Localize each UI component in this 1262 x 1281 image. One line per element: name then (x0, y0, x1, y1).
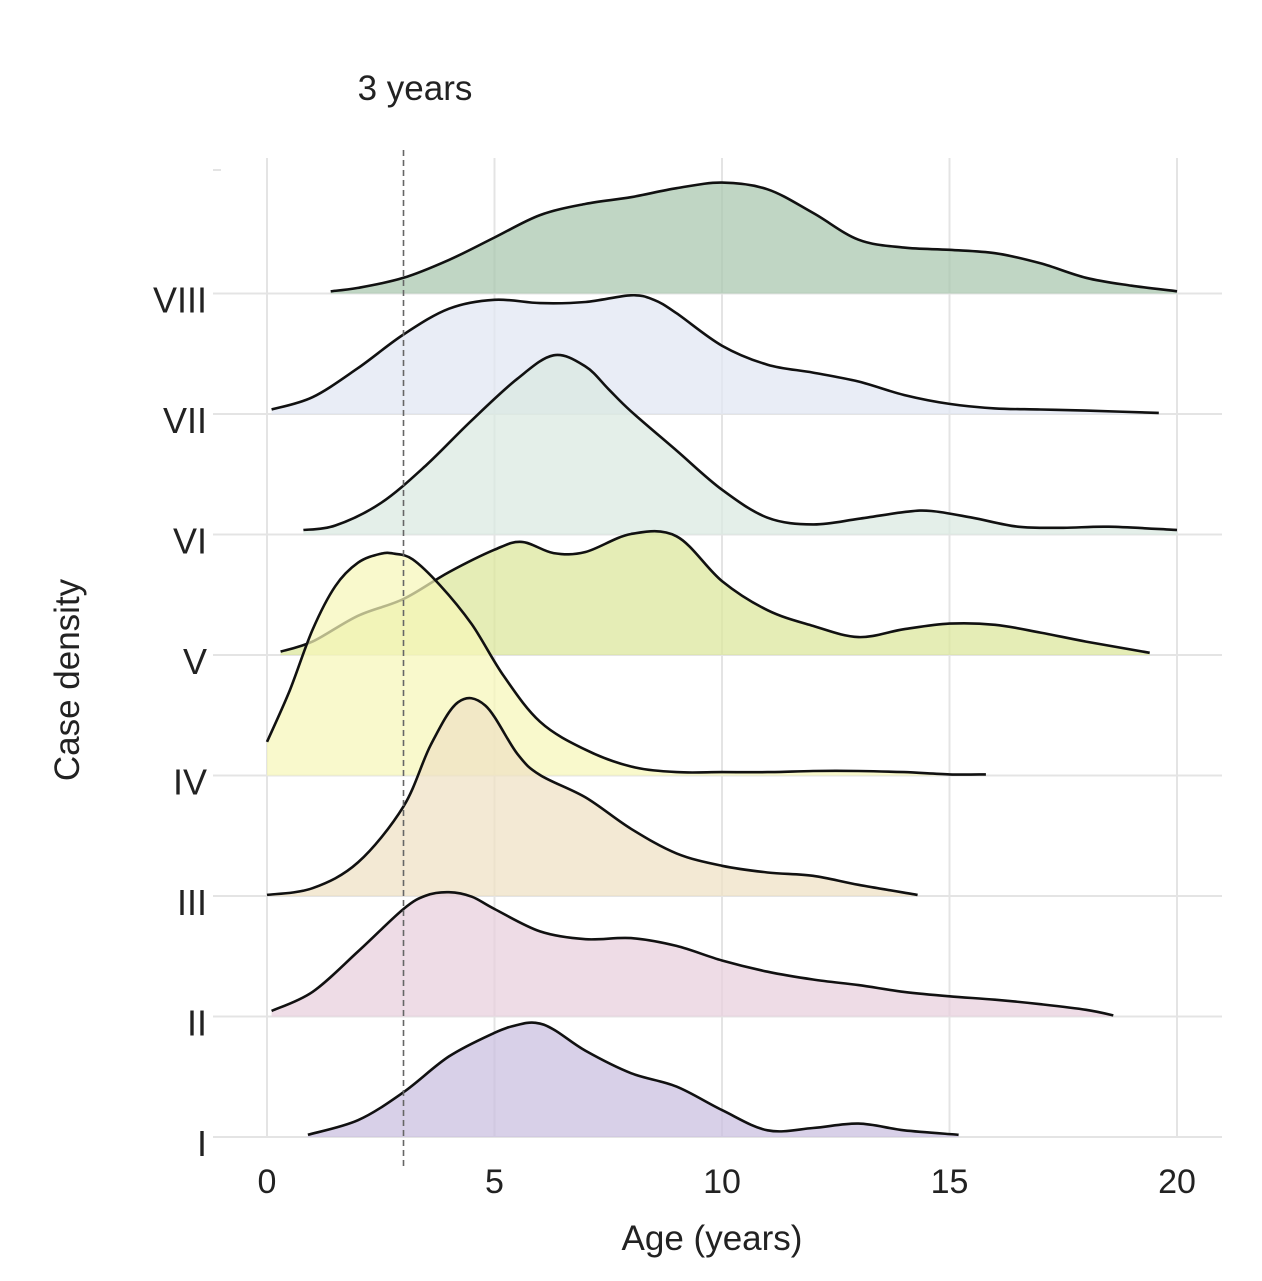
category-label-VII: VII (163, 400, 207, 441)
category-label-IV: IV (173, 762, 207, 803)
ridge-line-III (266, 696, 918, 897)
x-tick-label: 5 (485, 1163, 504, 1201)
y-axis-title: Case density (48, 578, 87, 781)
x-tick-label: 20 (1158, 1163, 1196, 1201)
x-tick-label: 15 (931, 1163, 969, 1201)
ridge-VII (271, 293, 1159, 415)
ridge-I (307, 1021, 959, 1137)
ridge-area-II (271, 892, 1114, 1017)
ridge-VIII (330, 181, 1178, 294)
ridge-area-VI (303, 354, 1177, 535)
x-axis-title: Age (years) (622, 1219, 803, 1258)
ridge-area-I (307, 1022, 959, 1137)
category-label-VIII: VIII (153, 280, 207, 321)
category-label-III: III (177, 882, 207, 923)
x-tick-label: 10 (703, 1163, 741, 1201)
ridge-III (266, 696, 918, 897)
ridge-II (271, 890, 1114, 1017)
category-label-VI: VI (173, 521, 207, 562)
ridge-area-V (280, 531, 1150, 655)
ridge-line-VIII (330, 181, 1178, 293)
ridge-line-II (271, 890, 1114, 1017)
category-label-V: V (183, 641, 207, 682)
ridge-line-IV (265, 551, 986, 776)
ridge-line-VI (303, 353, 1178, 532)
ridge-line-I (307, 1021, 959, 1137)
category-label-I: I (197, 1123, 207, 1164)
ridge-area-VII (271, 295, 1159, 414)
x-tick-label: 0 (258, 1163, 277, 1201)
ridge-line-VII (271, 293, 1159, 415)
ridge-VI (303, 353, 1178, 535)
ridge-area-VIII (330, 182, 1177, 294)
reference-line-label: 3 years (358, 69, 473, 108)
ridges-layer (265, 181, 1178, 1137)
category-label-II: II (187, 1003, 207, 1044)
